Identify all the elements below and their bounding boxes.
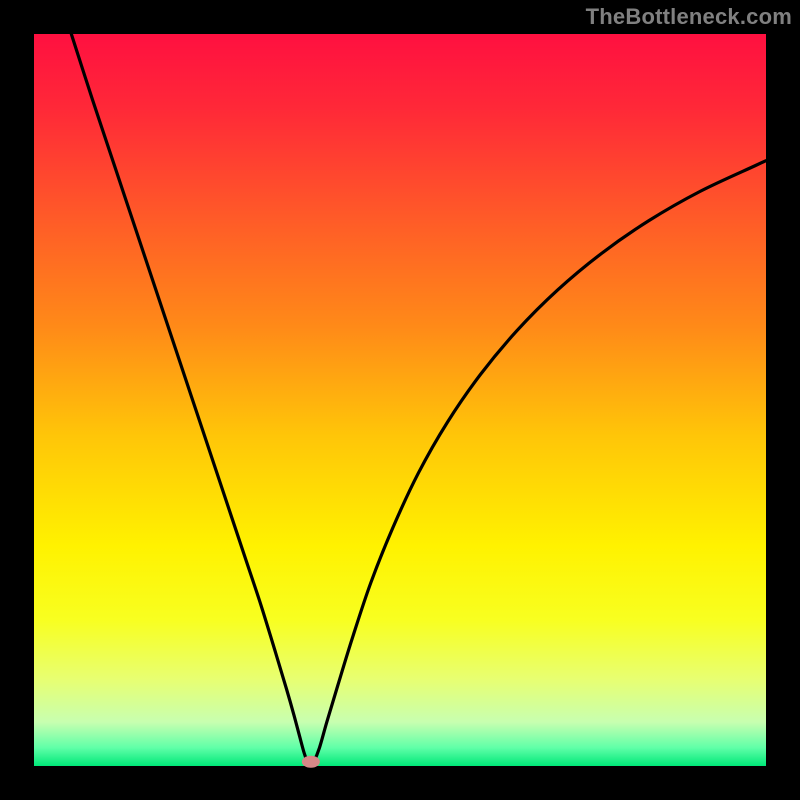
plot-area	[34, 34, 766, 766]
chart-frame: TheBottleneck.com	[0, 0, 800, 800]
curve-line	[34, 34, 766, 766]
watermark-text: TheBottleneck.com	[586, 4, 792, 30]
